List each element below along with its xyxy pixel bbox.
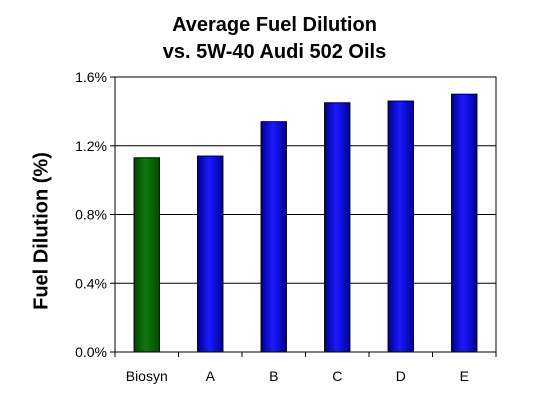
bar-d: [387, 100, 414, 353]
x-tick-label: B: [269, 368, 278, 384]
x-tick-label: E: [460, 368, 469, 384]
bar-e: [451, 93, 478, 353]
y-tick-label: 1.2%: [75, 138, 107, 154]
bar-b: [260, 121, 287, 353]
chart-title-line-1: Average Fuel Dilution: [172, 14, 377, 36]
x-tick-label: Biosyn: [126, 368, 168, 384]
x-tick-label: D: [396, 368, 406, 384]
chart-title-line-2: vs. 5W-40 Audi 502 Oils: [162, 41, 387, 63]
y-tick-label: 0.0%: [75, 344, 107, 360]
x-tick-label: C: [332, 368, 342, 384]
x-tick-label: A: [206, 368, 216, 384]
y-tick-label: 0.8%: [75, 207, 107, 223]
bar-c: [324, 102, 351, 353]
bar-a: [197, 155, 224, 353]
bar-biosyn: [133, 157, 160, 353]
y-tick-label: 0.4%: [75, 275, 107, 291]
y-tick-label: 1.6%: [75, 69, 107, 85]
